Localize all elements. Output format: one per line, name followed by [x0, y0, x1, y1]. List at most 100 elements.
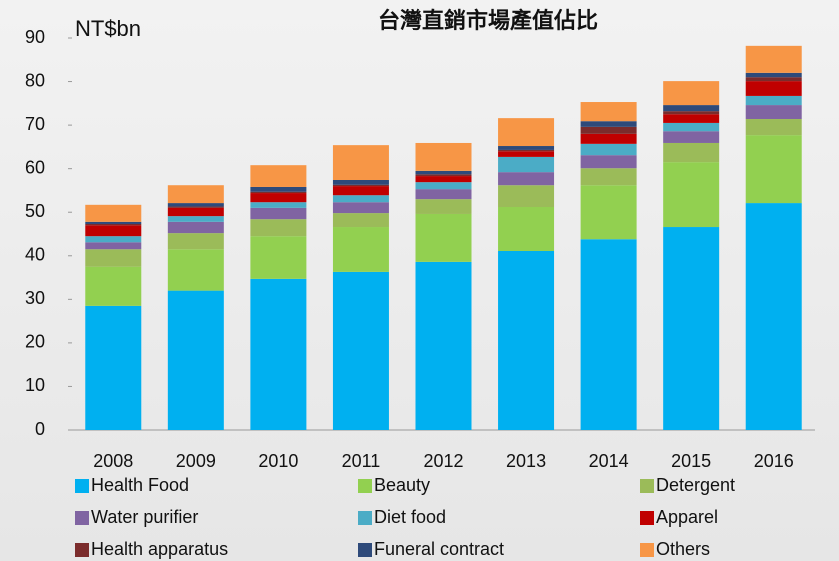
bar-segment — [167, 207, 224, 217]
y-tick-label: 70 — [25, 114, 45, 134]
bar-segment — [498, 146, 555, 150]
legend-swatch — [640, 543, 654, 557]
bar-segment — [250, 219, 307, 237]
bar-segment — [250, 278, 307, 430]
bar-segment — [745, 45, 802, 73]
legend-swatch — [75, 511, 89, 525]
bar-segment — [415, 261, 472, 430]
bar-segment — [85, 204, 142, 222]
legend-swatch — [75, 479, 89, 493]
bar-segment — [745, 135, 802, 204]
bar-segment — [745, 119, 802, 136]
legend-label: Others — [656, 539, 710, 559]
bar-segment — [332, 213, 389, 228]
y-tick-label: 60 — [25, 157, 45, 177]
bar-segment — [415, 199, 472, 214]
bar-segment — [663, 227, 720, 430]
y-tick-label: 50 — [25, 201, 45, 221]
bar-segment — [580, 133, 637, 144]
legend-swatch — [640, 479, 654, 493]
legend-swatch — [75, 543, 89, 557]
bar-segment — [745, 105, 802, 120]
legend-swatch — [640, 511, 654, 525]
x-tick-label: 2009 — [176, 451, 216, 471]
bar-segment — [415, 182, 472, 190]
bar-segment — [167, 233, 224, 250]
bar-segment — [745, 81, 802, 96]
bar-segment — [498, 250, 555, 430]
legend-label: Funeral contract — [374, 539, 504, 559]
bar-segment — [498, 149, 555, 152]
bar-segment — [663, 122, 720, 132]
bar-segment — [250, 207, 307, 220]
bar-segment — [580, 185, 637, 240]
bar-segment — [250, 193, 307, 203]
bar-segment — [332, 145, 389, 180]
bar-segment — [332, 202, 389, 214]
legend-label: Health Food — [91, 475, 189, 495]
bar-segment — [167, 249, 224, 291]
x-tick-label: 2011 — [342, 451, 381, 471]
bar-segment — [332, 179, 389, 185]
bar-segment — [745, 72, 802, 78]
bar-segment — [580, 126, 637, 134]
y-tick-label: 0 — [35, 419, 45, 439]
x-tick-label: 2016 — [754, 451, 794, 471]
bar-segment — [167, 216, 224, 222]
legend-swatch — [358, 543, 372, 557]
bar-segment — [663, 105, 720, 112]
bar-segment — [745, 95, 802, 106]
bar-segment — [85, 221, 142, 224]
y-axis-label: NT$bn — [75, 16, 141, 41]
bar-segment — [580, 155, 637, 169]
bar-segment — [85, 225, 142, 237]
bar-segment — [498, 172, 555, 186]
bar-segment — [250, 165, 307, 187]
bar-segment — [167, 290, 224, 430]
x-tick-label: 2014 — [589, 451, 629, 471]
legend-label: Water purifier — [91, 507, 198, 527]
y-tick-label: 20 — [25, 332, 45, 352]
bar-segment — [415, 189, 472, 200]
bar-segment — [332, 271, 389, 430]
bar-segment — [85, 305, 142, 430]
legend-label: Health apparatus — [91, 539, 228, 559]
bar-segment — [663, 131, 720, 143]
bar-segment — [415, 174, 472, 177]
bar-segment — [415, 170, 472, 175]
bar-segment — [332, 184, 389, 187]
bar-segment — [85, 266, 142, 306]
legend-label: Diet food — [374, 507, 446, 527]
bar-segment — [498, 118, 555, 147]
bar-segment — [663, 162, 720, 228]
x-tick-label: 2013 — [506, 451, 546, 471]
bar-segment — [250, 202, 307, 208]
bar-segment — [663, 142, 720, 163]
x-tick-label: 2008 — [93, 451, 133, 471]
bar-segment — [85, 236, 142, 243]
bar-segment — [250, 191, 307, 194]
x-tick-label: 2012 — [423, 451, 463, 471]
bar-segment — [332, 195, 389, 203]
bar-segment — [663, 81, 720, 106]
legend-label: Apparel — [656, 507, 718, 527]
y-tick-label: 80 — [25, 70, 45, 90]
bar-segment — [167, 185, 224, 204]
bar-segment — [580, 121, 637, 127]
bar-segment — [580, 168, 637, 186]
y-tick-label: 90 — [25, 27, 45, 47]
bar-segment — [498, 185, 555, 207]
x-tick-label: 2010 — [258, 451, 298, 471]
legend-swatch — [358, 479, 372, 493]
bar-segment — [498, 206, 555, 251]
legend-swatch — [358, 511, 372, 525]
bar-segment — [415, 213, 472, 262]
bar-segment — [332, 186, 389, 196]
bar-segment — [745, 203, 802, 430]
legend-label: Detergent — [656, 475, 735, 495]
bar-segment — [415, 176, 472, 183]
bar-segment — [85, 223, 142, 226]
bar-segment — [663, 114, 720, 123]
bar-segment — [85, 242, 142, 250]
